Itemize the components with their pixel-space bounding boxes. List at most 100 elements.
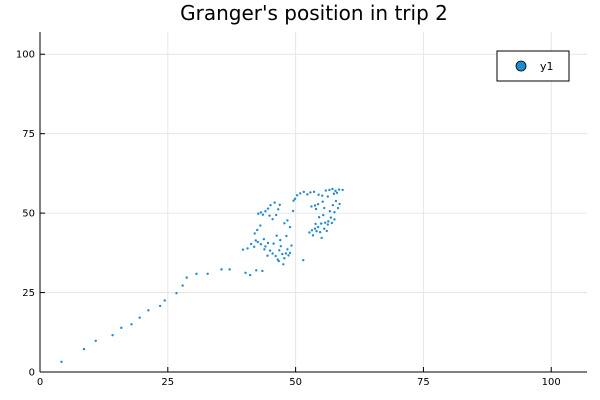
data-point bbox=[302, 258, 305, 262]
data-point bbox=[256, 228, 259, 232]
data-point bbox=[341, 188, 344, 192]
data-point bbox=[246, 247, 249, 250]
data-point bbox=[320, 236, 323, 240]
legend-label: y1 bbox=[540, 60, 554, 73]
legend-box bbox=[496, 50, 570, 82]
data-point bbox=[206, 272, 209, 276]
data-point bbox=[254, 239, 257, 242]
data-point bbox=[248, 273, 252, 277]
data-point bbox=[311, 234, 315, 237]
data-point bbox=[181, 284, 184, 287]
data-point bbox=[327, 220, 330, 223]
y-tick-label: 100 bbox=[16, 50, 35, 61]
data-point bbox=[264, 245, 267, 248]
data-point bbox=[284, 252, 288, 255]
data-points bbox=[60, 187, 344, 364]
data-point bbox=[333, 218, 336, 221]
data-point bbox=[331, 187, 334, 191]
axes bbox=[39, 32, 587, 373]
data-point bbox=[261, 213, 265, 216]
data-point bbox=[94, 339, 97, 343]
data-point bbox=[308, 231, 311, 234]
data-point bbox=[316, 225, 320, 229]
data-point bbox=[253, 232, 256, 235]
data-point bbox=[282, 263, 285, 266]
data-point bbox=[228, 268, 231, 271]
data-point bbox=[185, 276, 188, 279]
data-point bbox=[314, 222, 317, 226]
data-point bbox=[306, 193, 309, 196]
data-point bbox=[272, 242, 275, 245]
data-point bbox=[335, 191, 339, 194]
data-point bbox=[334, 189, 337, 193]
data-point bbox=[326, 195, 330, 198]
x-tick-label: 0 bbox=[37, 377, 43, 388]
data-point bbox=[262, 237, 266, 241]
data-point bbox=[312, 190, 316, 194]
data-point bbox=[302, 190, 305, 194]
data-point bbox=[331, 203, 335, 207]
y-tick-label: 75 bbox=[22, 129, 35, 140]
data-point bbox=[295, 194, 299, 197]
data-point bbox=[324, 221, 327, 224]
data-point bbox=[322, 213, 325, 217]
chart-title: Granger's position in trip 2 bbox=[180, 1, 448, 25]
data-point bbox=[278, 203, 281, 207]
data-point bbox=[60, 360, 63, 364]
data-point bbox=[291, 209, 295, 213]
data-point bbox=[321, 200, 324, 203]
data-point bbox=[323, 206, 326, 210]
data-point bbox=[334, 199, 338, 203]
data-point bbox=[277, 259, 280, 263]
data-point bbox=[278, 249, 281, 252]
data-point bbox=[292, 199, 295, 202]
data-point bbox=[299, 192, 302, 195]
data-point bbox=[290, 244, 293, 247]
data-point bbox=[283, 222, 286, 225]
tick-labels: 0 25 50 75 100 0 25 50 75 100 bbox=[16, 50, 561, 388]
data-point bbox=[82, 347, 86, 351]
data-point bbox=[330, 221, 334, 225]
data-point bbox=[261, 269, 264, 273]
data-point bbox=[317, 193, 320, 196]
data-point bbox=[313, 227, 317, 230]
data-point bbox=[320, 194, 324, 197]
legend: y1 bbox=[496, 50, 570, 82]
data-point bbox=[268, 214, 271, 217]
data-point bbox=[281, 252, 284, 256]
data-point bbox=[249, 242, 253, 246]
data-point bbox=[271, 217, 274, 221]
data-point bbox=[336, 206, 340, 210]
data-point bbox=[259, 243, 263, 246]
data-point bbox=[130, 323, 133, 326]
data-point bbox=[286, 219, 289, 222]
data-point bbox=[287, 254, 290, 257]
data-point bbox=[279, 238, 282, 242]
data-point bbox=[271, 252, 274, 255]
data-point bbox=[286, 248, 289, 251]
x-tick-label: 75 bbox=[417, 377, 430, 388]
data-point bbox=[293, 197, 297, 201]
data-point bbox=[266, 254, 269, 257]
data-point bbox=[259, 211, 263, 214]
x-tick-label: 50 bbox=[289, 377, 302, 388]
data-point bbox=[323, 227, 326, 230]
data-point bbox=[111, 333, 114, 337]
data-point bbox=[309, 191, 312, 194]
data-point bbox=[220, 268, 223, 271]
data-point bbox=[268, 249, 272, 252]
data-point bbox=[269, 203, 272, 207]
data-point bbox=[318, 230, 322, 234]
data-point bbox=[313, 204, 317, 207]
data-point bbox=[285, 234, 288, 238]
data-point bbox=[266, 241, 270, 245]
data-point bbox=[163, 299, 166, 302]
data-point bbox=[328, 210, 332, 213]
legend-marker bbox=[515, 60, 527, 72]
y-tick-label: 0 bbox=[29, 368, 35, 379]
data-point bbox=[264, 210, 267, 213]
data-point bbox=[256, 240, 259, 244]
data-point bbox=[241, 248, 245, 251]
data-point bbox=[263, 248, 266, 251]
